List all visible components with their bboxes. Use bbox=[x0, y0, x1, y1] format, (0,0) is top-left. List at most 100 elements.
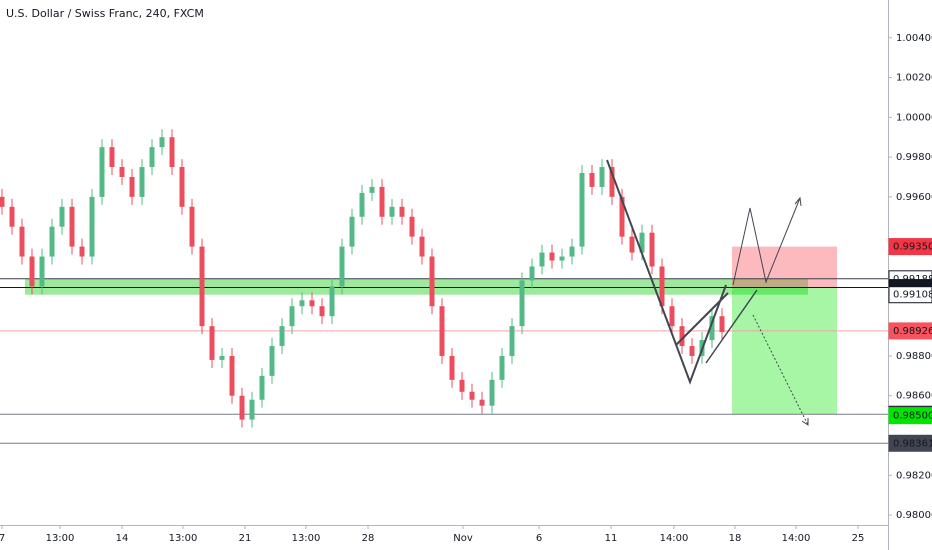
candle-body bbox=[259, 375, 265, 400]
candle-body bbox=[299, 300, 305, 307]
y-tick-label: 1.00400 bbox=[896, 33, 932, 44]
x-tick-label: 6 bbox=[536, 533, 542, 544]
pattern-line bbox=[606, 159, 727, 385]
x-tick-label: 14:00 bbox=[782, 533, 811, 544]
price-label: 0.98500 bbox=[893, 411, 932, 422]
candle-body bbox=[409, 216, 415, 237]
dotted-arrow bbox=[752, 314, 809, 426]
price-label-bg bbox=[888, 434, 932, 452]
arrow-head bbox=[801, 418, 809, 426]
candles bbox=[0, 129, 725, 428]
candle-body bbox=[339, 246, 345, 287]
candle-body bbox=[29, 256, 35, 287]
candle-body bbox=[9, 206, 15, 227]
candle-body bbox=[189, 206, 195, 247]
candle-body bbox=[139, 167, 145, 197]
candle-body bbox=[19, 226, 25, 257]
price-label-bg bbox=[888, 238, 932, 256]
candle-body bbox=[0, 196, 5, 207]
candle-body bbox=[219, 355, 225, 360]
candle-body bbox=[669, 306, 675, 327]
candle-body bbox=[649, 232, 655, 267]
candle-body bbox=[89, 196, 95, 257]
candle-body bbox=[399, 206, 405, 217]
candle-body bbox=[529, 266, 535, 281]
candle-body bbox=[149, 147, 155, 168]
candle-body bbox=[269, 346, 275, 376]
x-tick-label: 7 bbox=[0, 533, 5, 544]
candle-body bbox=[719, 316, 725, 333]
target-zone bbox=[732, 287, 837, 415]
candle-body bbox=[39, 256, 45, 287]
candle-body bbox=[199, 246, 205, 327]
candle-body bbox=[99, 147, 105, 197]
price-label-bg bbox=[888, 407, 932, 425]
x-tick-label: 13:00 bbox=[46, 533, 75, 544]
x-tick-label: 21 bbox=[239, 533, 252, 544]
candle-body bbox=[459, 379, 465, 392]
x-tick-label: 28 bbox=[362, 533, 375, 544]
candle-body bbox=[169, 137, 175, 168]
candle-body bbox=[659, 266, 665, 307]
candle-body bbox=[709, 316, 715, 341]
candle-body bbox=[589, 173, 595, 187]
price-label-bg bbox=[888, 322, 932, 340]
candle-body bbox=[79, 246, 85, 257]
chart-title: U.S. Dollar / Swiss Franc, 240, FXCM bbox=[6, 7, 204, 20]
x-tick-label: 25 bbox=[852, 533, 865, 544]
candle-body bbox=[489, 379, 495, 406]
candle-body bbox=[309, 300, 315, 307]
candle-body bbox=[179, 167, 185, 207]
x-tick-label: Nov bbox=[453, 533, 473, 544]
pattern-line bbox=[705, 289, 758, 364]
price-label: 0.98361 bbox=[893, 438, 932, 449]
x-tick-label: 18 bbox=[729, 533, 742, 544]
price-label-bg bbox=[888, 286, 932, 304]
support-zone bbox=[25, 278, 808, 295]
candle-body bbox=[69, 206, 75, 247]
candle-body bbox=[429, 256, 435, 307]
candle-body bbox=[249, 399, 255, 420]
candle-body bbox=[439, 306, 445, 356]
candle-body bbox=[229, 355, 235, 396]
candle-body bbox=[119, 167, 125, 177]
candle-body bbox=[209, 326, 215, 360]
candle-body bbox=[499, 355, 505, 380]
candle-body bbox=[279, 326, 285, 347]
candle-body bbox=[539, 252, 545, 267]
zones bbox=[0, 246, 888, 444]
candle-body bbox=[689, 346, 695, 356]
candle-body bbox=[629, 236, 635, 253]
candle-body bbox=[319, 306, 325, 317]
candle-body bbox=[519, 280, 525, 327]
candle-body bbox=[109, 147, 115, 168]
x-tick-label: 13:00 bbox=[169, 533, 198, 544]
candle-body bbox=[59, 206, 65, 227]
candle-body bbox=[129, 176, 135, 197]
candle-body bbox=[369, 186, 375, 193]
y-tick-label: 1.00200 bbox=[896, 73, 932, 84]
candle-body bbox=[49, 226, 55, 257]
projection-arrow bbox=[732, 197, 801, 286]
candle-body bbox=[419, 236, 425, 257]
price-label: 0.99350 bbox=[893, 242, 932, 253]
x-tick-label: 14 bbox=[116, 533, 129, 544]
x-tick-label: 11 bbox=[605, 533, 618, 544]
candle-body bbox=[509, 326, 515, 356]
candle-body bbox=[639, 232, 645, 253]
candle-body bbox=[379, 186, 385, 217]
candle-body bbox=[449, 355, 455, 380]
candle-body bbox=[619, 196, 625, 237]
arrow-head bbox=[794, 196, 802, 207]
x-tick-label: 14:00 bbox=[660, 533, 689, 544]
candle-body bbox=[469, 391, 475, 400]
candle-body bbox=[359, 192, 365, 217]
